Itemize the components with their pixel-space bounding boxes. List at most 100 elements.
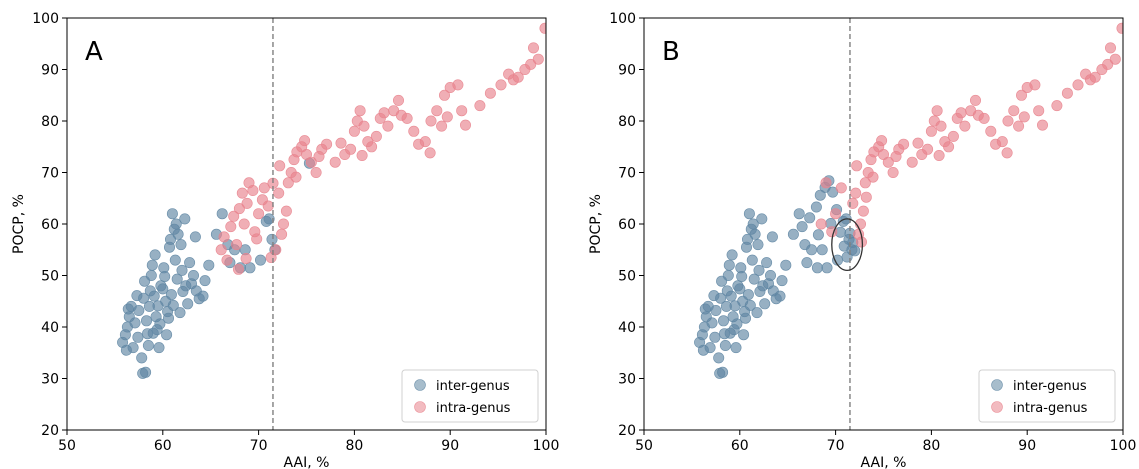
legend-box — [978, 369, 1116, 423]
data-point — [366, 141, 378, 153]
data-point — [241, 197, 253, 209]
data-point — [290, 171, 302, 183]
data-point — [356, 150, 368, 162]
data-point — [1001, 147, 1013, 159]
data-point — [148, 290, 160, 302]
data-point — [762, 278, 774, 290]
data-point — [730, 342, 742, 354]
data-point — [749, 228, 761, 240]
data-point — [280, 205, 292, 217]
x-tick-label: 60 — [731, 438, 749, 454]
legend-entry: inter-genus — [1013, 379, 1087, 394]
data-point — [935, 120, 947, 132]
data-point — [129, 317, 141, 329]
data-point — [708, 290, 720, 302]
data-point — [233, 263, 245, 275]
data-point — [1109, 53, 1121, 65]
x-tick-label: 70 — [250, 438, 268, 454]
data-point — [830, 208, 842, 220]
data-point — [277, 218, 289, 230]
data-point — [258, 182, 270, 194]
data-point — [1102, 58, 1114, 70]
data-point — [182, 298, 194, 310]
panel-b: 50 60 70 80 90 100 20 30 40 50 60 70 80 90 100 AAI, % PO… — [588, 11, 1136, 469]
y-axis-label: POCP, % — [588, 194, 604, 254]
data-point — [215, 244, 227, 256]
data-point — [850, 187, 862, 199]
axes-frame — [643, 17, 1124, 431]
data-point — [751, 307, 763, 319]
data-point — [247, 185, 259, 197]
y-tick-label: 40 — [41, 320, 59, 336]
legend-entry: inter-genus — [436, 379, 510, 394]
data-point — [725, 290, 737, 302]
data-point — [152, 300, 164, 312]
data-point — [172, 228, 184, 240]
y-tick-label: 50 — [618, 269, 636, 285]
y-tick-label: 60 — [618, 217, 636, 233]
data-point — [189, 231, 201, 243]
data-point — [761, 257, 773, 269]
data-point — [776, 275, 788, 287]
y-tick-label: 30 — [618, 372, 636, 388]
data-point — [1051, 100, 1063, 112]
data-point — [424, 147, 436, 159]
data-point — [186, 278, 198, 290]
data-point — [704, 342, 716, 354]
data-point — [729, 300, 741, 312]
x-tick-label: 80 — [345, 438, 363, 454]
data-point — [922, 143, 934, 155]
data-point — [811, 262, 823, 274]
data-point — [739, 312, 751, 324]
data-point — [251, 233, 263, 245]
y-tick-label: 80 — [618, 114, 636, 130]
data-point — [166, 208, 178, 220]
data-point — [225, 221, 237, 233]
series-intra-genus — [215, 22, 546, 275]
data-point — [299, 135, 311, 147]
data-point — [723, 259, 735, 271]
data-point — [221, 254, 233, 266]
x-tick-label: 80 — [922, 438, 940, 454]
data-point — [774, 290, 786, 302]
legend-marker — [991, 401, 1003, 413]
data-point — [348, 125, 360, 137]
panel-a: 50 60 70 80 90 100 20 30 40 50 60 70 80 90 100 AAI, % PO… — [11, 11, 559, 469]
y-tick-label: 90 — [618, 63, 636, 79]
data-point — [931, 105, 943, 117]
data-point — [133, 304, 145, 316]
data-point — [163, 312, 175, 324]
data-point — [197, 290, 209, 302]
data-point — [176, 264, 188, 276]
y-tick-label: 20 — [618, 423, 636, 439]
y-tick-label: 100 — [609, 11, 636, 27]
data-point — [747, 218, 759, 230]
legend-entry: intra-genus — [1013, 401, 1088, 416]
data-point — [1002, 115, 1014, 127]
data-point — [419, 136, 431, 148]
axes-frame — [66, 17, 547, 431]
data-point — [495, 79, 507, 91]
data-point — [231, 239, 243, 251]
data-point — [717, 315, 729, 327]
data-point — [787, 228, 799, 240]
y-tick-label: 40 — [618, 320, 636, 336]
data-point — [539, 22, 546, 34]
data-point — [793, 208, 805, 220]
data-point — [719, 339, 731, 351]
x-tick-label: 90 — [441, 438, 459, 454]
legend-marker — [414, 379, 426, 391]
data-point — [1013, 120, 1025, 132]
data-point — [157, 283, 169, 295]
data-point — [766, 231, 778, 243]
data-point — [736, 270, 748, 282]
data-point — [713, 352, 725, 364]
data-point — [731, 318, 743, 330]
data-point — [228, 210, 240, 222]
x-tick-label: 100 — [1110, 438, 1137, 454]
data-point — [753, 264, 765, 276]
data-point — [240, 253, 252, 265]
data-point — [408, 125, 420, 137]
data-point — [815, 218, 827, 230]
data-point — [136, 352, 148, 364]
